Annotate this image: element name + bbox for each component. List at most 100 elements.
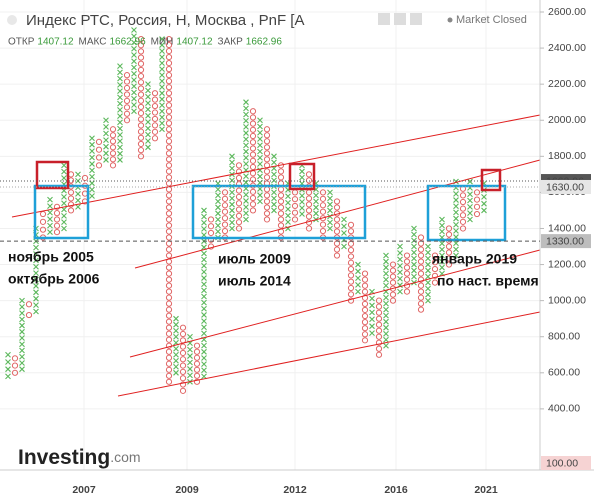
o-box — [431, 272, 439, 279]
o-column — [11, 355, 19, 376]
x-box — [341, 216, 347, 223]
x-box — [173, 357, 179, 364]
o-box — [109, 162, 117, 169]
o-box — [403, 270, 411, 277]
x-box — [467, 203, 473, 210]
o-column — [137, 35, 145, 160]
o-box — [165, 354, 173, 361]
o-box — [249, 108, 257, 115]
o-box — [137, 42, 145, 49]
x-box — [467, 216, 473, 223]
x-box — [369, 302, 375, 309]
x-box — [299, 198, 305, 205]
o-column — [333, 198, 341, 259]
o-box — [67, 207, 75, 214]
x-box — [467, 197, 473, 204]
market-status: Market Closed — [456, 14, 527, 26]
x-box — [439, 252, 445, 259]
x-box — [117, 132, 123, 138]
o-box — [389, 297, 397, 304]
x-box — [33, 289, 39, 296]
o-box — [123, 97, 131, 105]
highlight-box — [191, 184, 367, 240]
o-box — [207, 229, 215, 237]
x-box — [355, 261, 361, 268]
o-box — [235, 206, 243, 213]
x-box — [19, 335, 25, 341]
y-tick-label: 1200.00 — [548, 258, 586, 270]
o-column — [249, 108, 257, 214]
x-box — [187, 366, 193, 372]
x-box — [257, 192, 263, 199]
x-box — [383, 252, 389, 259]
x-box — [215, 192, 221, 199]
x-box — [187, 346, 193, 353]
x-box — [159, 102, 165, 109]
x-box — [117, 81, 123, 88]
ohlc-label: ОТКР — [8, 37, 35, 48]
o-box — [375, 333, 383, 340]
x-box — [117, 119, 123, 126]
x-box — [215, 228, 221, 235]
x-box — [131, 102, 137, 108]
o-box — [347, 265, 355, 273]
x-box — [243, 99, 249, 106]
x-box — [257, 136, 263, 142]
o-box — [151, 109, 159, 116]
x-box — [243, 136, 249, 143]
x-box — [313, 204, 319, 211]
o-box — [137, 97, 145, 104]
x-box — [411, 231, 417, 238]
o-box — [165, 162, 173, 169]
o-box — [417, 264, 425, 271]
x-box — [201, 305, 207, 312]
x-box — [159, 120, 165, 127]
annotation: октябрь 2006 — [8, 271, 100, 287]
o-box — [347, 297, 355, 304]
o-box — [165, 360, 173, 367]
o-box — [473, 196, 481, 203]
o-box — [263, 174, 271, 181]
o-box — [165, 252, 173, 259]
o-box — [277, 192, 285, 199]
o-box — [95, 154, 103, 161]
o-box — [165, 156, 173, 163]
o-box — [123, 72, 131, 79]
o-box — [445, 231, 453, 238]
o-box — [417, 258, 425, 265]
x-box — [243, 154, 249, 161]
o-box — [417, 306, 425, 313]
icon[interactable] — [378, 13, 390, 25]
o-box — [249, 132, 257, 140]
x-box — [187, 353, 193, 359]
x-box — [257, 123, 263, 130]
x-box — [467, 210, 473, 217]
o-column — [179, 324, 187, 394]
x-box — [383, 342, 389, 349]
o-box — [179, 387, 187, 394]
x-box — [467, 178, 473, 185]
o-box — [193, 348, 201, 355]
o-box — [277, 210, 285, 217]
icon[interactable] — [394, 13, 406, 25]
icon[interactable] — [410, 13, 422, 25]
x-box — [131, 27, 137, 33]
x-box — [243, 105, 249, 112]
x-column — [19, 297, 25, 373]
o-box — [165, 66, 173, 73]
o-box — [277, 222, 285, 229]
o-box — [165, 54, 173, 61]
x-column — [145, 81, 151, 151]
o-column — [263, 126, 271, 223]
x-box — [117, 138, 123, 145]
trend-line — [129, 249, 541, 358]
logo-main: Investing — [18, 446, 110, 469]
price-badge-label: 1330.00 — [546, 235, 584, 247]
x-box — [425, 243, 431, 250]
o-box — [319, 227, 327, 235]
x-box — [117, 150, 123, 157]
peak-box — [35, 160, 70, 190]
o-box — [221, 208, 229, 215]
o-box — [403, 252, 411, 259]
o-box — [375, 351, 383, 358]
